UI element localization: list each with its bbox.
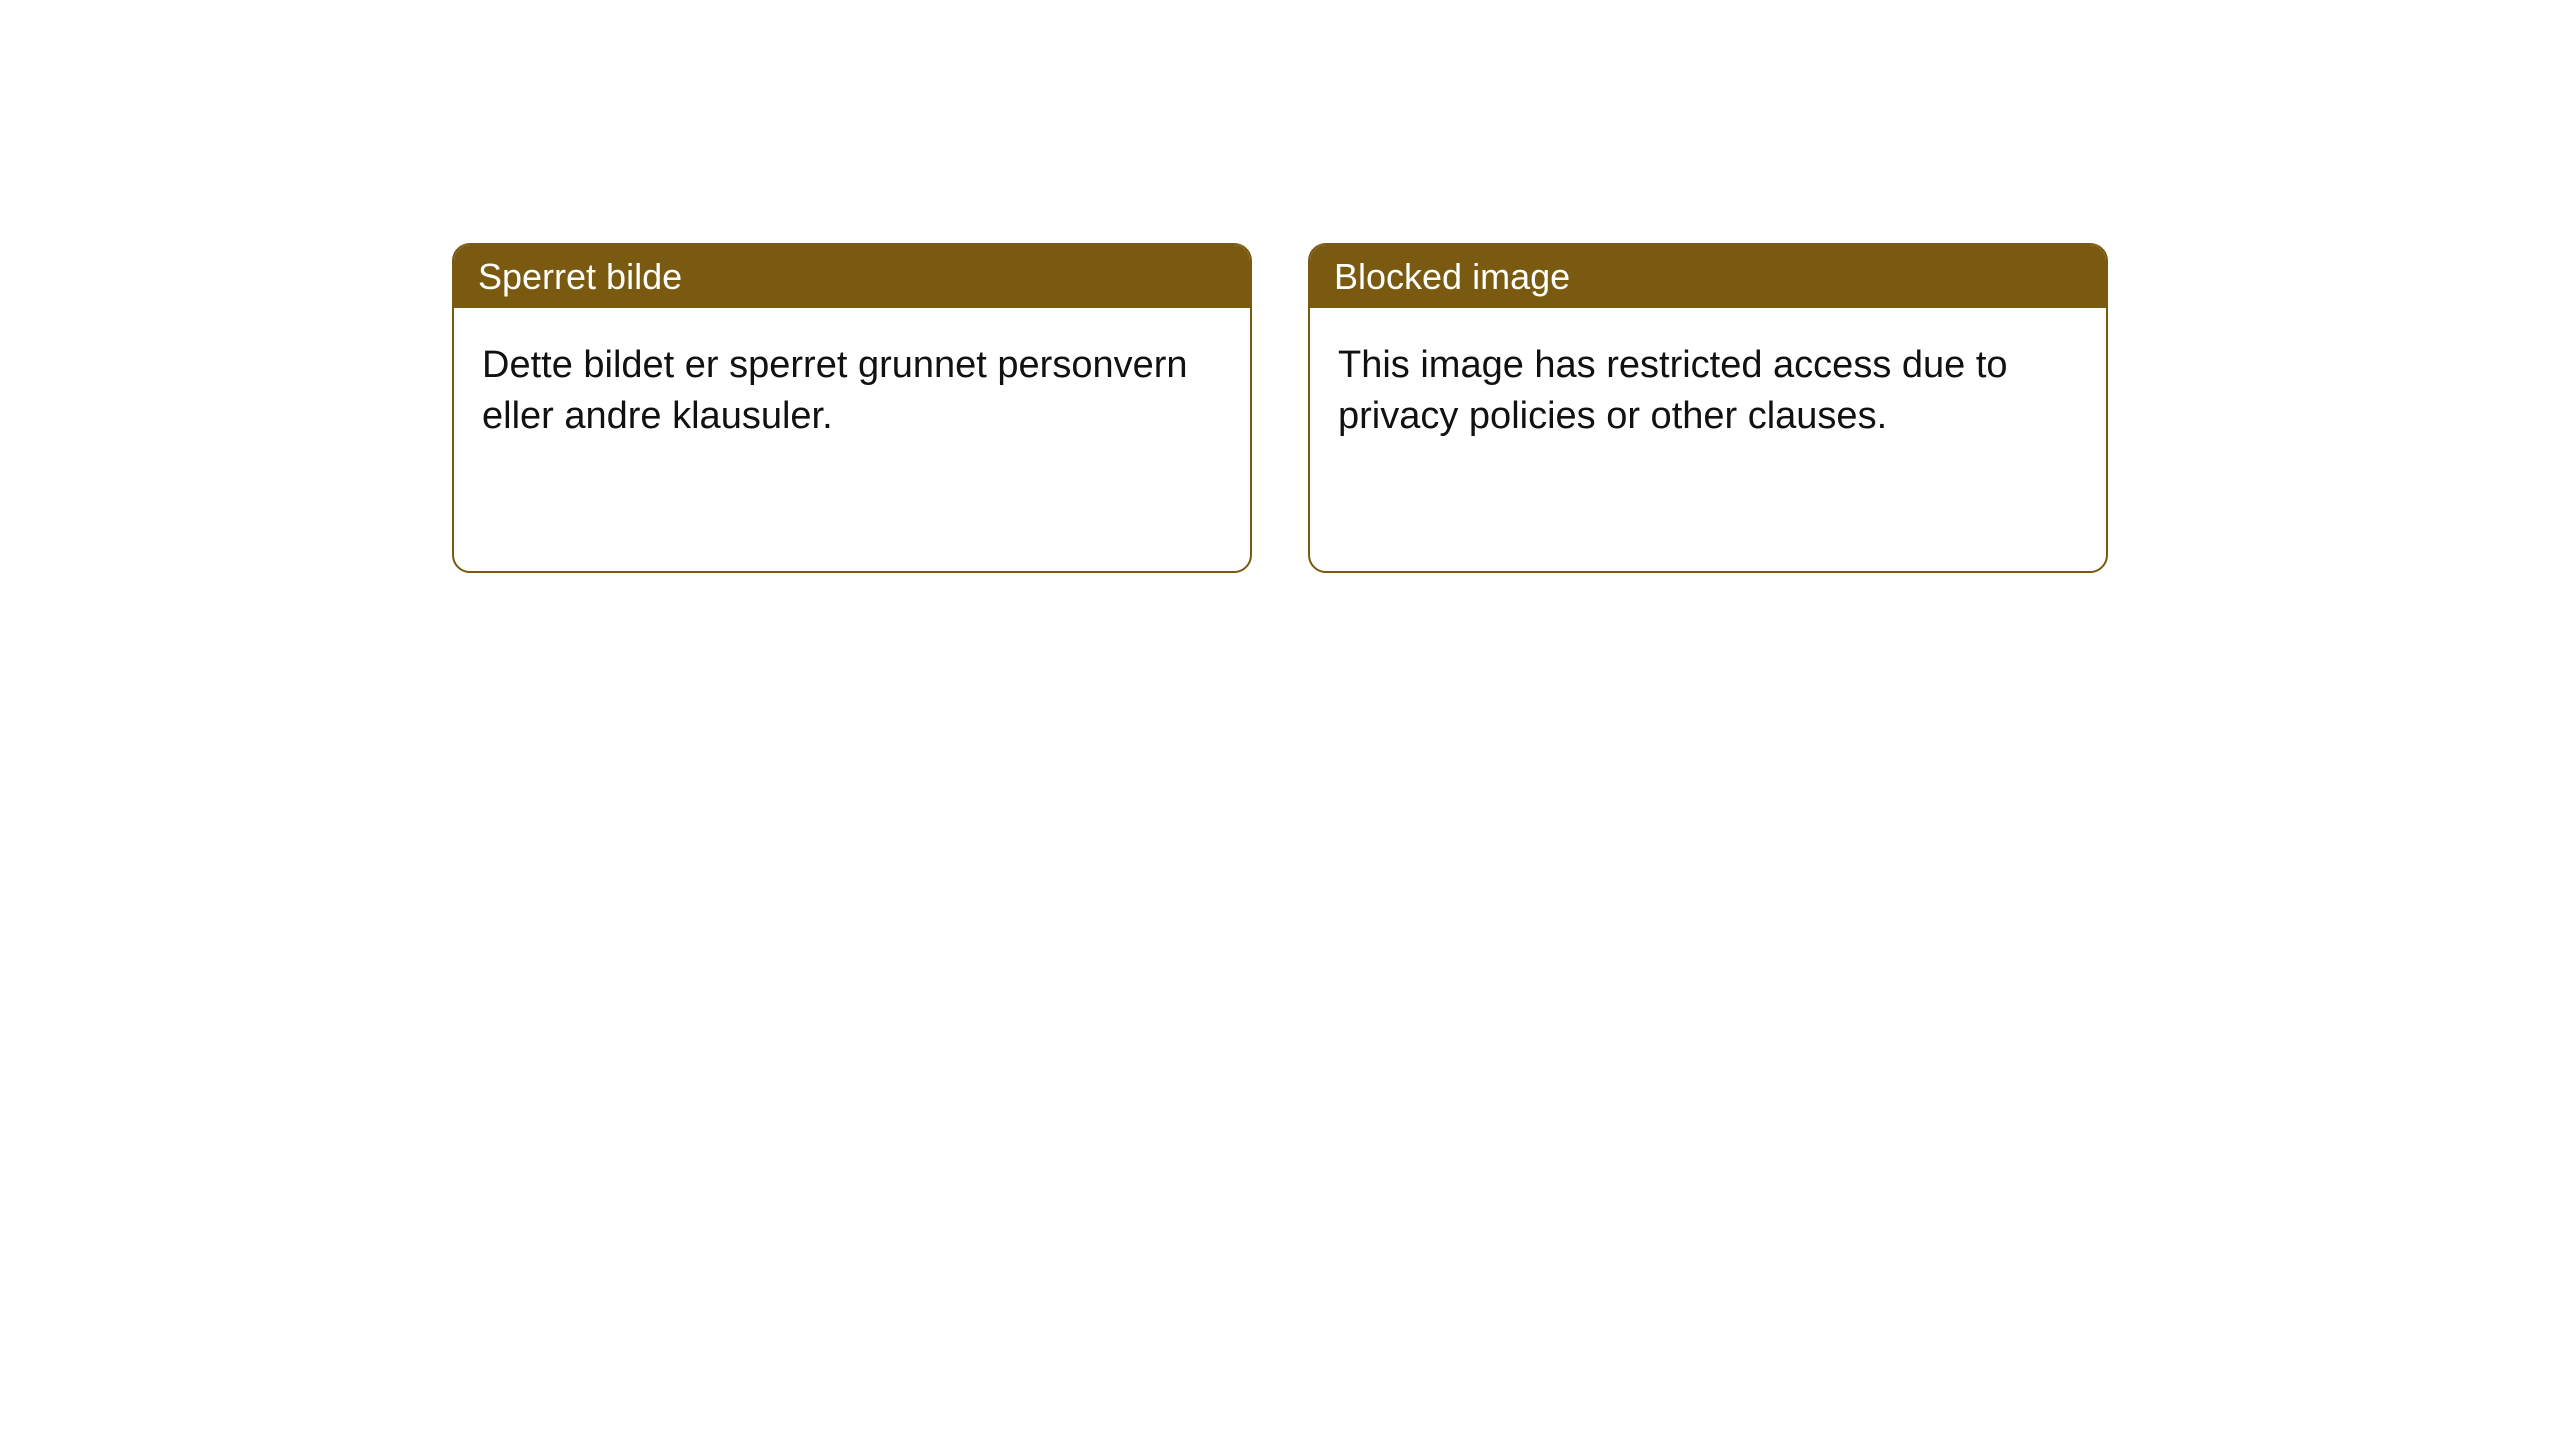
notice-header-en: Blocked image	[1310, 245, 2106, 308]
notice-card-no: Sperret bilde Dette bildet er sperret gr…	[452, 243, 1252, 573]
notice-container: Sperret bilde Dette bildet er sperret gr…	[452, 243, 2108, 573]
notice-header-no: Sperret bilde	[454, 245, 1250, 308]
notice-card-en: Blocked image This image has restricted …	[1308, 243, 2108, 573]
notice-body-en: This image has restricted access due to …	[1310, 308, 2106, 475]
notice-body-no: Dette bildet er sperret grunnet personve…	[454, 308, 1250, 475]
